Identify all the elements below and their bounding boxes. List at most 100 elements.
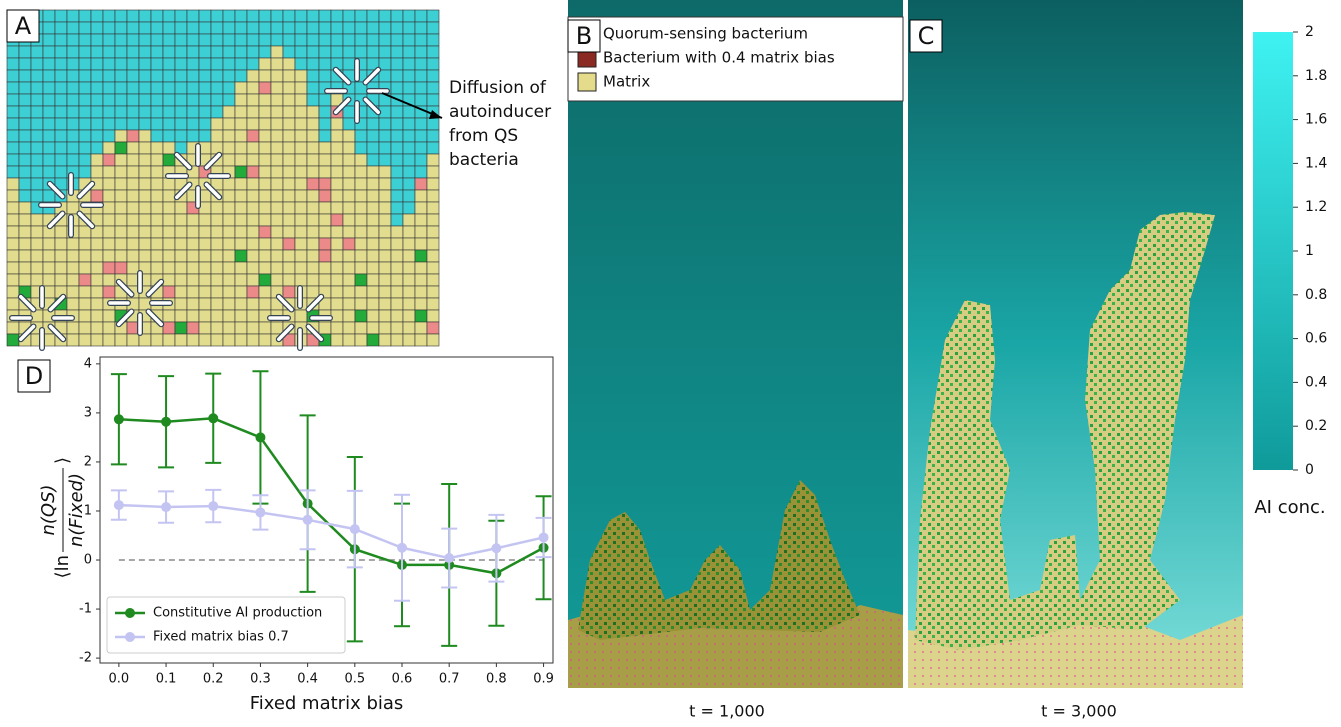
grid-cell <box>378 213 392 227</box>
grid-cell <box>234 105 248 119</box>
grid-cell <box>306 45 320 59</box>
grid-cell <box>402 189 416 203</box>
grid-cell <box>270 189 284 203</box>
grid-cell <box>234 141 248 155</box>
grid-cell <box>174 9 188 23</box>
grid-cell <box>258 189 272 203</box>
grid-cell <box>246 225 260 239</box>
grid-cell <box>234 321 248 335</box>
grid-cell <box>138 165 152 179</box>
grid-cell <box>162 93 176 107</box>
grid-cell <box>66 297 80 311</box>
grid-cell <box>150 333 164 347</box>
colorbar-tick-label: 0.4 <box>1305 374 1327 390</box>
marker <box>349 524 360 535</box>
grid-cell <box>294 165 308 179</box>
grid-cell <box>246 105 260 119</box>
grid-cell <box>90 45 104 59</box>
grid-cell <box>138 189 152 203</box>
grid-cell <box>186 117 200 131</box>
grid-cell <box>18 237 32 251</box>
annotation: bacteria <box>449 150 519 170</box>
grid-cell <box>390 321 404 335</box>
x-tick-label: 0.5 <box>344 672 365 687</box>
grid-cell <box>306 93 320 107</box>
grid-cell <box>270 237 284 251</box>
grid-cell <box>66 33 80 47</box>
grid-cell <box>78 81 92 95</box>
grid-cell <box>414 201 428 215</box>
grid-cell <box>258 249 272 263</box>
grid-cell <box>366 225 380 239</box>
grid-cell <box>246 213 260 227</box>
grid-cell <box>378 9 392 23</box>
grid-cell <box>78 153 92 167</box>
grid-cell <box>90 309 104 323</box>
grid-cell <box>18 213 32 227</box>
grid-cell <box>258 141 272 155</box>
grid-cell <box>306 213 320 227</box>
grid-cell <box>378 57 392 71</box>
grid-cell <box>246 45 260 59</box>
grid-cell <box>402 165 416 179</box>
grid-cell <box>210 105 224 119</box>
grid-cell <box>306 201 320 215</box>
grid-cell <box>114 153 128 167</box>
panel-label: B <box>576 22 592 50</box>
grid-cell <box>42 9 56 23</box>
grid-cell <box>114 261 128 275</box>
grid-cell <box>390 309 404 323</box>
grid-cell <box>222 261 236 275</box>
grid-cell <box>222 225 236 239</box>
sim-c-base <box>908 610 1243 688</box>
grid-cell <box>54 237 68 251</box>
grid-cell <box>390 141 404 155</box>
colorbar-tick-label: 1 <box>1305 243 1314 259</box>
grid-cell <box>258 57 272 71</box>
grid-cell <box>282 177 296 191</box>
grid-cell <box>102 213 116 227</box>
grid-cell <box>126 201 140 215</box>
grid-cell <box>54 93 68 107</box>
grid-cell <box>30 153 44 167</box>
diffusion-arrow <box>277 324 294 341</box>
grid-cell <box>282 165 296 179</box>
grid-cell <box>282 189 296 203</box>
colorbar-bar <box>1253 32 1293 470</box>
colorbar-tick-label: 2 <box>1305 24 1314 40</box>
grid-cell <box>222 21 236 35</box>
legend-label: Bacterium with 0.4 matrix bias <box>603 49 835 67</box>
grid-cell <box>126 117 140 131</box>
grid-cell <box>234 249 248 263</box>
grid-cell <box>234 213 248 227</box>
grid-cell <box>282 105 296 119</box>
grid-cell <box>174 213 188 227</box>
grid-cell <box>402 141 416 155</box>
grid-cell <box>138 21 152 35</box>
grid-cell <box>294 201 308 215</box>
grid-cell <box>174 297 188 311</box>
grid-cell <box>342 153 356 167</box>
marker <box>113 500 124 511</box>
diffusion-arrow <box>146 280 163 297</box>
grid-cell <box>78 9 92 23</box>
grid-cell <box>402 69 416 83</box>
grid-cell <box>270 261 284 275</box>
grid-cell <box>114 129 128 143</box>
grid-cell <box>426 273 440 287</box>
grid-cell <box>210 261 224 275</box>
grid-cell <box>186 237 200 251</box>
grid-cell <box>210 273 224 287</box>
grid-cell <box>390 261 404 275</box>
grid-cell <box>222 297 236 311</box>
grid-cell <box>186 129 200 143</box>
grid-cell <box>210 309 224 323</box>
grid-cell <box>162 261 176 275</box>
grid-cell <box>378 165 392 179</box>
grid-cell <box>150 225 164 239</box>
grid-cell <box>354 201 368 215</box>
grid-cell <box>222 117 236 131</box>
grid-cell <box>198 81 212 95</box>
grid-cell <box>354 177 368 191</box>
grid-cell <box>234 177 248 191</box>
